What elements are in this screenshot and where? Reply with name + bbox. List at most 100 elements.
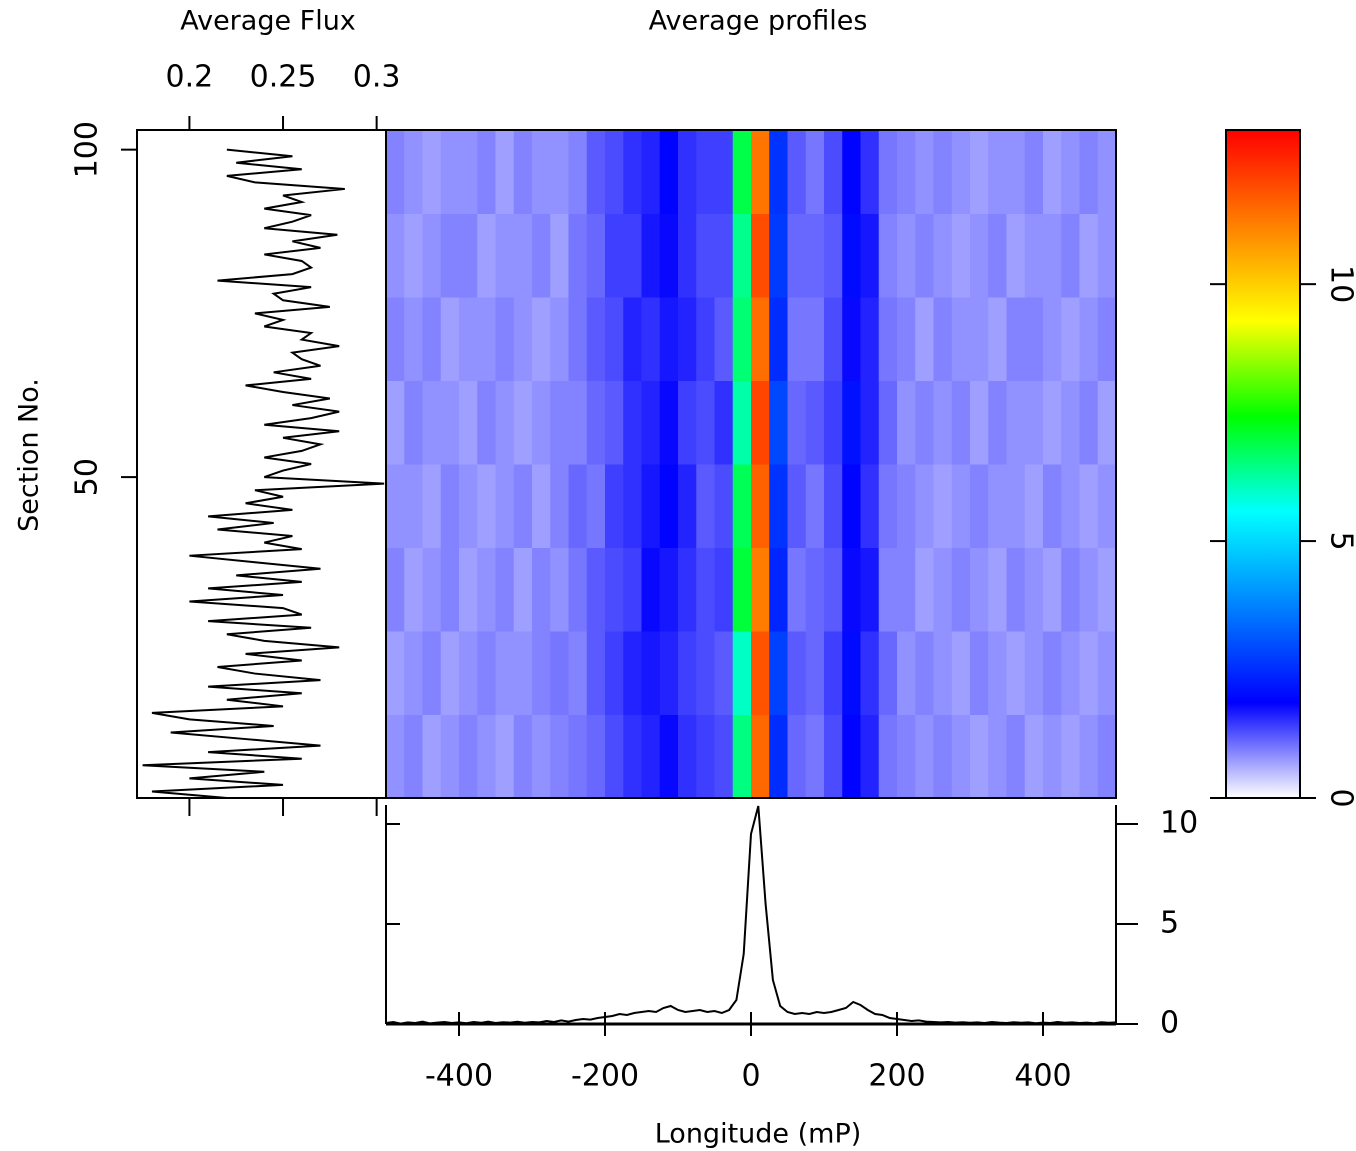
heat-cell — [659, 714, 679, 799]
heat-cell — [860, 213, 880, 298]
heat-cell — [714, 130, 734, 214]
heat-cell — [568, 213, 588, 298]
heat-cell — [1024, 297, 1044, 381]
heat-cell — [988, 714, 1007, 799]
heat-cell — [933, 213, 953, 298]
heat-cell — [495, 213, 515, 298]
heat-cell — [678, 213, 697, 298]
heat-cell — [787, 631, 807, 715]
heat-cell — [751, 130, 770, 214]
heat-cell — [550, 464, 569, 548]
heat-cell — [440, 547, 460, 632]
heat-cell — [878, 464, 898, 548]
heat-cell — [1079, 714, 1099, 799]
heat-cell — [586, 213, 606, 298]
heat-cell — [477, 631, 496, 715]
heat-cell — [897, 464, 916, 548]
heat-cell — [659, 380, 679, 465]
heat-cell — [440, 714, 460, 799]
heat-cell — [970, 297, 989, 381]
heat-cell — [605, 547, 624, 632]
colorbar — [1225, 129, 1301, 799]
heat-cell — [623, 714, 642, 799]
heat-cell — [732, 714, 752, 799]
heat-cell — [422, 631, 442, 715]
heat-cell — [513, 213, 533, 298]
heat-cell — [513, 714, 533, 799]
heat-cell — [1024, 631, 1044, 715]
heat-cell — [605, 213, 624, 298]
heat-cell — [532, 547, 551, 632]
heat-cell — [550, 380, 569, 465]
heat-cell — [860, 380, 880, 465]
heat-cell — [422, 547, 442, 632]
heat-cell — [805, 130, 825, 214]
heat-cell — [1061, 631, 1080, 715]
heatmap-title: Average profiles — [649, 6, 868, 37]
heat-cell — [732, 130, 752, 214]
heat-cell — [714, 547, 734, 632]
heat-cell — [513, 547, 533, 632]
heat-cell — [1079, 380, 1099, 465]
heat-cell — [897, 547, 916, 632]
heat-cell — [732, 297, 752, 381]
heat-cell — [532, 380, 551, 465]
heat-cell — [440, 464, 460, 548]
heat-cell — [586, 380, 606, 465]
heat-cell — [678, 631, 697, 715]
heat-cell — [824, 130, 843, 214]
heat-cell — [641, 714, 661, 799]
heat-cell — [477, 464, 496, 548]
heat-cell — [459, 464, 478, 548]
heat-cell — [495, 714, 515, 799]
heat-cell — [659, 213, 679, 298]
heat-cell — [422, 714, 442, 799]
heat-cell — [769, 130, 788, 214]
heat-cell — [641, 464, 661, 548]
heat-cell — [1043, 464, 1062, 548]
heat-cell — [641, 213, 661, 298]
heat-cell — [1079, 631, 1099, 715]
heat-cell — [769, 380, 788, 465]
heat-cell — [824, 464, 843, 548]
heat-cell — [933, 380, 953, 465]
heat-cell — [1043, 213, 1062, 298]
heat-cell — [568, 631, 588, 715]
heat-cell — [550, 714, 569, 799]
heat-cell — [513, 130, 533, 214]
heat-cell — [495, 631, 515, 715]
heat-cell — [1006, 464, 1026, 548]
heat-cell — [988, 297, 1007, 381]
heat-cell — [1043, 380, 1062, 465]
frame — [385, 129, 1117, 799]
heat-cell — [915, 464, 934, 548]
heat-cell — [386, 547, 405, 632]
heat-cell — [787, 714, 807, 799]
heat-cell — [897, 297, 916, 381]
heat-cell — [933, 130, 953, 214]
heat-cell — [1006, 714, 1026, 799]
heat-cell — [988, 213, 1007, 298]
heat-cell — [1024, 213, 1044, 298]
heat-cell — [878, 631, 898, 715]
heat-cell — [1024, 380, 1044, 465]
heat-cell — [495, 464, 515, 548]
heat-cell — [678, 547, 697, 632]
x-tick-label: 0.2 — [166, 60, 214, 95]
heat-cell — [1061, 130, 1080, 214]
heat-cell — [988, 130, 1007, 214]
heat-cell — [477, 130, 496, 214]
heat-cell — [568, 714, 588, 799]
heat-cell — [532, 213, 551, 298]
heat-cell — [532, 714, 551, 799]
heat-cell — [842, 631, 861, 715]
heat-cell — [878, 714, 898, 799]
heat-cell — [459, 631, 478, 715]
heat-cell — [878, 130, 898, 214]
heat-cell — [951, 547, 971, 632]
heat-cell — [386, 714, 405, 799]
heat-cell — [404, 130, 423, 214]
heat-cell — [787, 130, 807, 214]
heat-cell — [714, 380, 734, 465]
heat-cell — [440, 130, 460, 214]
